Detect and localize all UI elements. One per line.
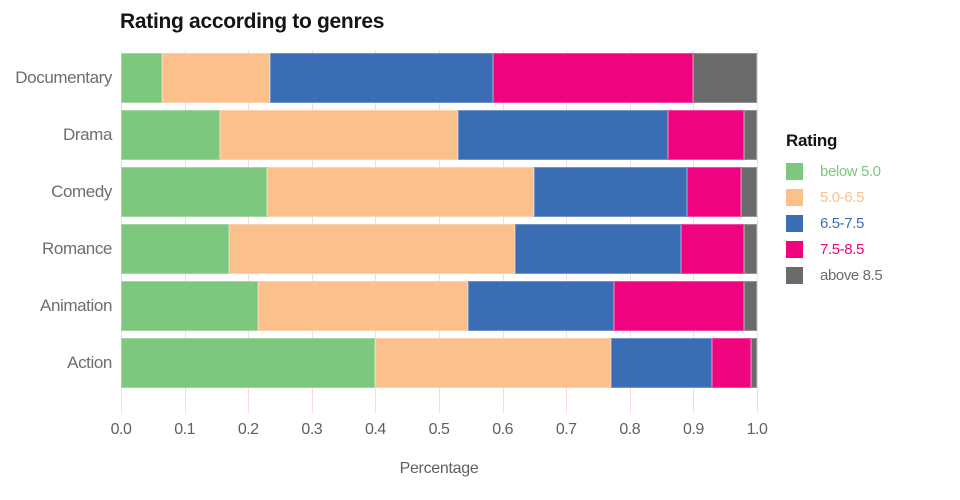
legend-item: 7.5-8.5 [786,239,956,265]
bar-segment [375,338,611,388]
legend-label: 6.5-7.5 [820,215,864,232]
legend-item: below 5.0 [786,161,956,187]
bar-segment [750,338,757,388]
legend-label: 7.5-8.5 [820,241,864,258]
x-axis-tick-label: 0.8 [619,421,641,438]
bar-segment [121,224,230,274]
legend-title: Rating [786,131,838,150]
bar-segment [121,338,376,388]
bar-row-comedy [121,167,757,217]
legend-swatch-icon [786,241,803,258]
bar-segment [270,53,494,103]
bar-row-drama [121,110,757,160]
y-axis-label: Comedy [51,182,112,201]
y-axis-label: Documentary [15,68,112,87]
bar-row-romance [121,224,757,274]
legend-swatch-icon [786,189,803,206]
bar-segment [515,224,681,274]
x-axis-tick-label: 0.3 [301,421,323,438]
x-axis-title: Percentage [399,460,479,477]
legend-swatch-icon [786,163,803,180]
bar-segment [458,110,668,160]
x-axis-tick-label: 0.1 [174,421,195,438]
bar-segment [267,167,535,217]
y-axis-label: Action [67,353,112,372]
legend-items: below 5.0 5.0-6.5 6.5-7.5 7.5-8.5 above 8.5 [786,161,956,291]
x-axis-tick-label: 0.6 [492,421,513,438]
bar-segment [162,53,271,103]
bar-segment [667,110,745,160]
legend: Rating below 5.0 5.0-6.5 6.5-7.5 7.5-8.5 abo… [786,131,956,291]
legend-item: above 8.5 [786,265,956,291]
x-axis-tick-label: 1.0 [746,421,768,438]
bar-segment [229,224,516,274]
bar-segment [257,281,468,331]
x-axis-tick-label: 0.9 [683,421,704,438]
x-axis-tick-label: 0.5 [428,421,450,438]
bar-segment [121,281,258,331]
plot-area [121,50,757,395]
bar-segment [121,110,220,160]
x-axis-tick-label: 0.7 [555,421,577,438]
legend-label: above 8.5 [820,267,883,284]
bar-row-documentary [121,53,757,103]
bar-segment [744,110,757,160]
bar-segment [680,224,745,274]
gridline [757,50,758,413]
bar-segment [121,53,163,103]
bar-row-animation [121,281,757,331]
bar-segment [613,281,745,331]
bar-segment [610,338,713,388]
legend-label: 5.0-6.5 [820,189,864,206]
bar-segment [693,53,757,103]
chart-title: Rating according to genres [120,10,385,33]
legend-swatch-icon [786,215,803,232]
y-axis-label: Romance [42,239,112,258]
x-axis-tick-label: 0.2 [237,421,259,438]
legend-swatch-icon [786,267,803,284]
x-axis-tick-label: 0.4 [365,421,386,438]
legend-item: 6.5-7.5 [786,213,956,239]
bar-segment [687,167,742,217]
bar-segment [121,167,268,217]
bar-segment [534,167,687,217]
bar-segment [467,281,614,331]
bar-segment [741,167,757,217]
legend-label: below 5.0 [820,163,881,180]
legend-item: 5.0-6.5 [786,187,956,213]
y-axis-label: Animation [40,296,112,315]
bar-segment [744,281,757,331]
bar-segment [493,53,694,103]
bar-row-action [121,338,757,388]
y-axis-label: Drama [62,125,112,144]
bar-segment [219,110,459,160]
x-axis-tick-label: 0.0 [110,421,132,438]
bar-segment [712,338,751,388]
bar-segment [744,224,757,274]
